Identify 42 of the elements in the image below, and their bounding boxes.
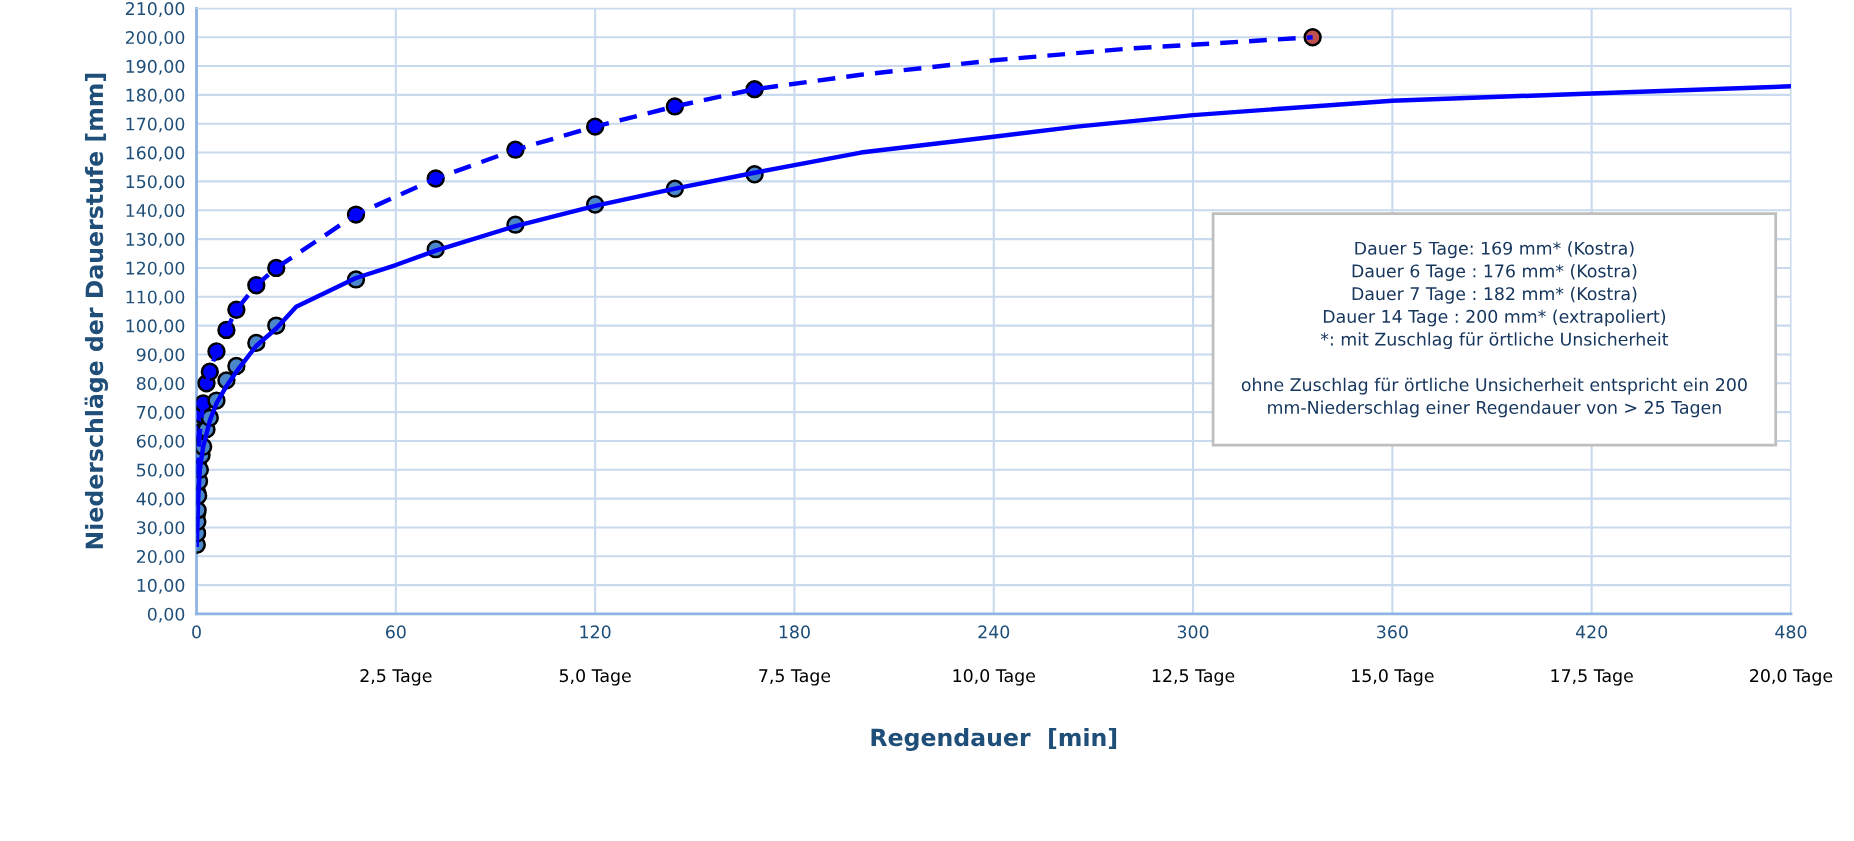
y-tick-label: 190,00 xyxy=(126,59,185,75)
x-tick-label: 240 xyxy=(978,625,1010,639)
y-tick-label: 70,00 xyxy=(137,405,185,421)
x2-tick-label: 12,5 Tage xyxy=(1152,669,1235,686)
x-tick-label: 360 xyxy=(1377,625,1408,639)
y-tick-label: 40,00 xyxy=(136,492,185,508)
y-tick-label: 130,00 xyxy=(126,232,185,248)
y-tick-label: 150,00 xyxy=(126,175,185,191)
y-axis-title: Niederschläge der Dauerstufe [mm] xyxy=(84,73,108,549)
y-tick-label: 80,00 xyxy=(136,376,185,392)
y-tick-label: 50,00 xyxy=(137,463,185,479)
x2-tick-label: 2,5 Tage xyxy=(360,669,432,686)
x2-tick-label: 15,0 Tage xyxy=(1352,669,1434,686)
x-tick-label: 420 xyxy=(1575,625,1608,639)
y-tick-label: 200,00 xyxy=(125,30,185,46)
y-tick-label: 30,00 xyxy=(137,521,185,537)
y-tick-label: 210,00 xyxy=(125,2,185,18)
y-tick-label: 110,00 xyxy=(126,290,185,306)
y-tick-label: 100,00 xyxy=(126,319,185,335)
y-tick-label: 140,00 xyxy=(126,203,185,219)
x-tick-label: 60 xyxy=(386,625,406,639)
y-tick-label: 20,00 xyxy=(136,549,185,565)
y-tick-label: 90,00 xyxy=(136,348,185,364)
y-tick-label: 170,00 xyxy=(126,117,185,133)
y-tick-label: 0,00 xyxy=(147,607,185,623)
y-tick-label: 180,00 xyxy=(126,88,185,104)
x2-tick-label: 20,0 Tage xyxy=(1750,669,1833,686)
x2-tick-label: 17,5 Tage xyxy=(1551,669,1633,686)
x-tick-label: 300 xyxy=(1177,625,1209,639)
y-tick-label: 60,00 xyxy=(136,434,185,450)
text: Dauer 5 Tage: 169 mm* (Kostra) Dauer 6 Tage : 176 mm* (Kostra) Dauer 7 Tage : 182 mm* (Kostra) Dauer 14 Tage : 200 mm* (extrapoliert) *: mit Zuschlag für örtliche Unsicherheit ohne Zuschlag für örtliche Unsicherheit entspricht ein 200 mm-Niederschlag einer Regendauer von > 25 Tagen xyxy=(1241,241,1747,418)
x2-tick-label: 7,5 Tage xyxy=(759,669,831,686)
y-tick-label: 10,00 xyxy=(137,578,185,594)
x-tick-label: 0 xyxy=(192,625,201,639)
x-tick-label: 120 xyxy=(580,625,611,639)
x2-tick-label: 10,0 Tage xyxy=(953,669,1035,686)
x2-tick-label: 5,0 Tage xyxy=(559,669,631,686)
y-tick-label: 160,00 xyxy=(126,146,185,162)
x-tick-label: 180 xyxy=(779,625,810,639)
x-axis-title: Regendauer [min] xyxy=(871,727,1117,751)
y-tick-label: 120,00 xyxy=(126,261,185,277)
x-tick-label: 480 xyxy=(1775,625,1807,639)
